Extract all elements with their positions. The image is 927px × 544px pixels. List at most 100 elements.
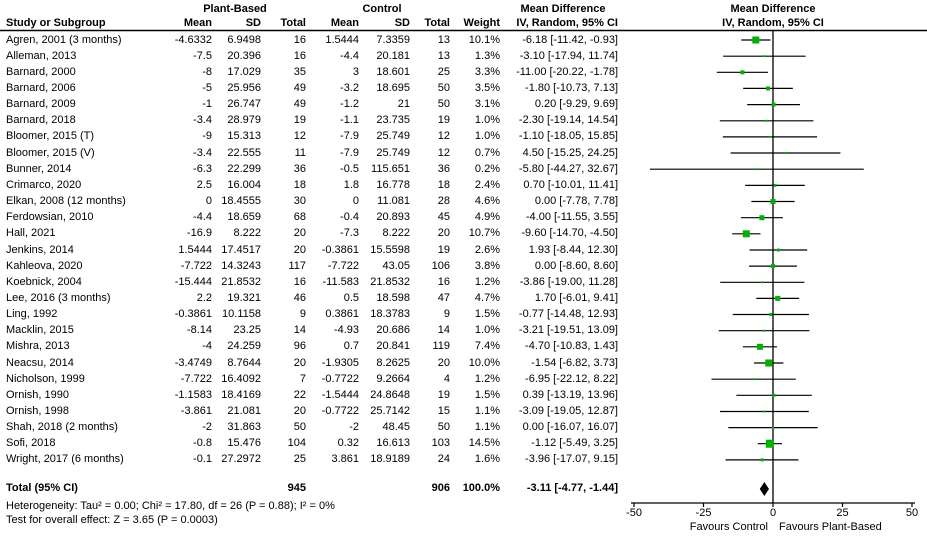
- axis-tick-label: 0: [769, 507, 777, 519]
- weight: 1.0%: [474, 324, 500, 337]
- pb-total: 68: [293, 211, 306, 224]
- pb-sd: 17.029: [227, 65, 261, 78]
- pb-mean: -4.6332: [174, 33, 212, 46]
- c-sd: 21: [397, 98, 410, 111]
- c-sd: 23.735: [376, 114, 410, 127]
- c-total: 9: [443, 308, 450, 320]
- weight: 2.6%: [474, 243, 500, 256]
- effect-marker: [763, 329, 766, 332]
- study-name: Ornish, 1990: [6, 388, 69, 401]
- c-sd: 18.3783: [370, 308, 410, 320]
- effect-marker: [742, 230, 750, 238]
- c-mean: -11.583: [322, 275, 360, 288]
- pb-sd: 21.081: [227, 405, 261, 417]
- c-sd: 21.8532: [370, 275, 410, 288]
- study-name: Barnard, 2006: [6, 81, 76, 94]
- c-sd: 18.695: [376, 81, 410, 94]
- c-mean: -0.3861: [321, 243, 359, 256]
- c-mean: 0: [352, 195, 359, 207]
- study-name: Kahleova, 2020: [6, 259, 83, 272]
- pb-total: 49: [293, 98, 306, 111]
- pb-mean: -3.4749: [174, 356, 212, 369]
- pb-mean: -15.444: [174, 275, 212, 288]
- pb-mean: -7.722: [180, 259, 212, 272]
- effect-marker: [752, 36, 760, 44]
- md-ci: -3.96 [-17.07, 9.15]: [525, 453, 618, 466]
- pb-total: 16: [293, 275, 306, 288]
- c-mean: 1.5444: [325, 33, 359, 46]
- study-name: Nicholson, 1999: [6, 372, 85, 385]
- pb-sd: 31.863: [227, 421, 261, 434]
- pb-total: 20: [293, 405, 306, 417]
- weight: 1.1%: [474, 405, 500, 417]
- total-weight: 100.0%: [462, 482, 500, 494]
- pb-total: 36: [293, 162, 306, 175]
- effect-marker: [765, 359, 773, 367]
- study-name: Alleman, 2013: [6, 49, 77, 62]
- study-name: Mishra, 2013: [6, 340, 70, 353]
- pb-total: 22: [293, 388, 306, 401]
- c-mean: -7.9: [340, 130, 359, 143]
- c-sd: 25.749: [376, 130, 410, 143]
- c-mean: -0.4: [340, 211, 359, 224]
- md-ci: 1.93 [-8.44, 12.30]: [528, 243, 618, 256]
- pb-mean: 2.5: [196, 178, 212, 191]
- c-total: 13: [437, 33, 450, 46]
- plot-header-iv: IV, Random, 95% CI: [722, 17, 824, 29]
- pb-sd: 27.2972: [221, 453, 261, 466]
- weight: 1.3%: [474, 49, 500, 62]
- c-sd: 16.778: [376, 178, 410, 191]
- col-header-c-total: Total: [424, 17, 450, 29]
- pb-total: 9: [299, 308, 306, 320]
- pb-total: 49: [293, 81, 306, 94]
- c-total: 25: [437, 65, 450, 78]
- md-ci: -5.80 [-44.27, 32.67]: [518, 162, 618, 175]
- axis-tick-label: -50: [626, 507, 642, 519]
- study-name: Hall, 2021: [6, 227, 56, 240]
- pb-sd: 26.747: [227, 98, 261, 111]
- md-ci: -3.21 [-19.51, 13.09]: [518, 324, 618, 337]
- pb-total: 16: [293, 49, 306, 62]
- study-name: Bloomer, 2015 (T): [6, 130, 95, 143]
- pb-mean: -5: [202, 81, 212, 94]
- effect-marker: [768, 135, 771, 138]
- c-sd: 43.05: [382, 259, 410, 272]
- c-mean: -4.93: [333, 324, 359, 337]
- c-total: 19: [437, 388, 450, 401]
- c-mean: -0.7722: [321, 372, 359, 385]
- md-ci: -3.10 [-17.94, 11.74]: [519, 49, 618, 62]
- c-sd: 48.45: [382, 421, 410, 434]
- pb-total: 20: [293, 243, 306, 256]
- c-sd: 20.686: [376, 324, 410, 337]
- effect-marker: [784, 152, 787, 154]
- effect-marker: [752, 378, 755, 381]
- study-name: Wright, 2017 (6 months): [6, 453, 124, 466]
- weight: 7.4%: [474, 340, 500, 353]
- pb-total: 19: [293, 114, 306, 127]
- md-ci: 0.00 [-8.60, 8.60]: [534, 259, 618, 272]
- md-ci: -1.12 [-5.49, 3.25]: [531, 437, 618, 450]
- c-total: 28: [437, 195, 450, 207]
- pb-sd: 10.1158: [222, 308, 261, 320]
- pb-sd: 17.4517: [221, 243, 261, 256]
- overall-effect-text: Test for overall effect: Z = 3.65 (P = 0…: [6, 514, 218, 526]
- c-sd: 16.613: [376, 437, 410, 450]
- effect-marker: [772, 393, 776, 397]
- pb-total: 16: [293, 33, 306, 46]
- pb-total: 12: [293, 130, 306, 143]
- weight: 3.3%: [474, 65, 500, 78]
- c-total: 103: [431, 437, 450, 450]
- c-total: 24: [437, 453, 450, 466]
- total-md-ci: -3.11 [-4.77, -1.44]: [526, 482, 618, 494]
- total-label: Total (95% CI): [6, 482, 78, 494]
- effect-marker: [760, 458, 764, 462]
- c-sd: 25.749: [376, 146, 410, 159]
- pb-sd: 18.4555: [221, 195, 261, 207]
- favours-left-label: Favours Control: [689, 521, 768, 533]
- c-sd: 11.081: [377, 195, 410, 207]
- c-sd: 15.5598: [370, 243, 410, 256]
- weight: 0.2%: [474, 162, 500, 175]
- effect-marker: [773, 183, 777, 187]
